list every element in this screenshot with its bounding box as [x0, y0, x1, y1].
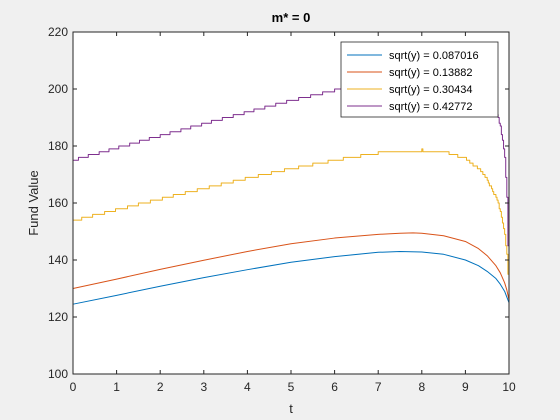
series-line-2 — [72, 232, 510, 301]
legend-label-1: sqrt(y) = 0.087016 — [389, 50, 479, 62]
x-tick-label: 7 — [375, 380, 382, 394]
series-line-1 — [72, 250, 510, 305]
x-axis-label: t — [289, 401, 293, 416]
x-tick-label: 10 — [502, 380, 516, 394]
series-layer — [72, 79, 510, 305]
x-tick-label: 5 — [288, 380, 295, 394]
series-line-3 — [73, 148, 510, 295]
x-tick-label: 4 — [244, 380, 251, 394]
tick-layer: 0 1 2 3 4 5 6 7 8 9 10 100 120 140 160 180 200 220 — [48, 25, 516, 394]
x-tick-label: 8 — [418, 380, 425, 394]
y-axis-label: Fund Value — [26, 170, 41, 236]
x-tick-label: 0 — [70, 380, 77, 394]
legend-label-4: sqrt(y) = 0.42772 — [389, 101, 472, 113]
y-tick-label: 220 — [48, 25, 68, 39]
y-tick-label: 200 — [48, 82, 68, 96]
x-tick-label: 2 — [157, 380, 164, 394]
x-tick-label: 3 — [200, 380, 207, 394]
chart-title: m* = 0 — [272, 10, 311, 25]
legend: sqrt(y) = 0.087016 sqrt(y) = 0.13882 sqrt(… — [340, 41, 499, 118]
y-tick-label: 100 — [48, 367, 68, 381]
legend-label-2: sqrt(y) = 0.13882 — [389, 67, 472, 79]
y-tick-label: 180 — [48, 139, 68, 153]
legend-label-3: sqrt(y) = 0.30434 — [389, 84, 472, 96]
y-tick-label: 160 — [48, 196, 68, 210]
y-tick-label: 120 — [48, 310, 68, 324]
x-tick-label: 1 — [113, 380, 120, 394]
x-tick-label: 9 — [462, 380, 469, 394]
y-tick-label: 140 — [48, 253, 68, 267]
x-tick-label: 6 — [331, 380, 338, 394]
